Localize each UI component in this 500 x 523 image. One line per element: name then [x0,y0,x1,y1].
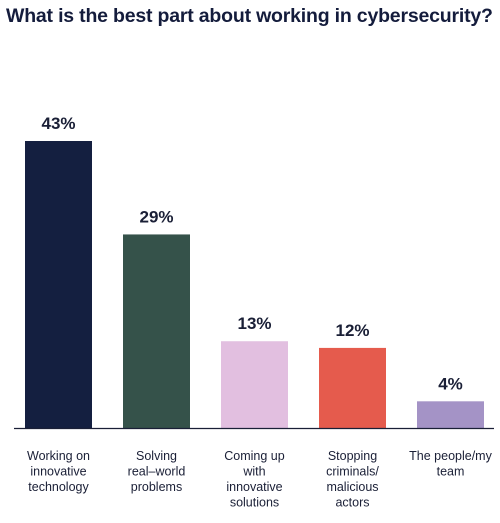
bar-2 [123,234,190,428]
category-label-line: criminals/ [326,465,379,479]
bars-group [25,141,484,428]
bar-5 [417,401,484,428]
category-label-1: Working on innovative technology [27,449,90,494]
category-label-line: technology [28,480,89,494]
category-label-line: Coming up [224,449,284,463]
bar-value-label-1: 43% [41,114,75,133]
category-label-line: solutions [230,496,279,510]
category-label-line: with [242,465,265,479]
category-label-line: actors [335,496,369,510]
bar-value-label-5: 4% [438,374,463,393]
category-label-5: The people/my team [409,449,492,479]
category-label-3: Coming up with innovative solutions [224,449,284,510]
category-label-2: Solving real–world problems [128,449,186,494]
bar-value-label-2: 29% [139,207,173,226]
bar-value-label-3: 13% [237,314,271,333]
category-label-line: Working on [27,449,90,463]
category-label-line: real–world [128,465,186,479]
bar-4 [319,347,386,428]
category-label-line: problems [131,480,182,494]
bar-1 [25,141,92,428]
category-label-line: The people/my [409,449,492,463]
category-label-line: malicious [326,480,378,494]
category-label-line: team [437,465,465,479]
value-labels-group: 43% 29% 13% 12% 4% [41,114,462,393]
category-label-4: Stopping criminals/malicious actors [326,449,379,510]
bar-3 [221,341,288,428]
category-label-line: innovative [226,480,282,494]
category-label-line: Solving [136,449,177,463]
chart-title: What is the best part about working in c… [6,5,493,27]
bar-value-label-4: 12% [335,321,369,340]
category-label-line: innovative [30,465,86,479]
category-label-line: Stopping [328,449,377,463]
